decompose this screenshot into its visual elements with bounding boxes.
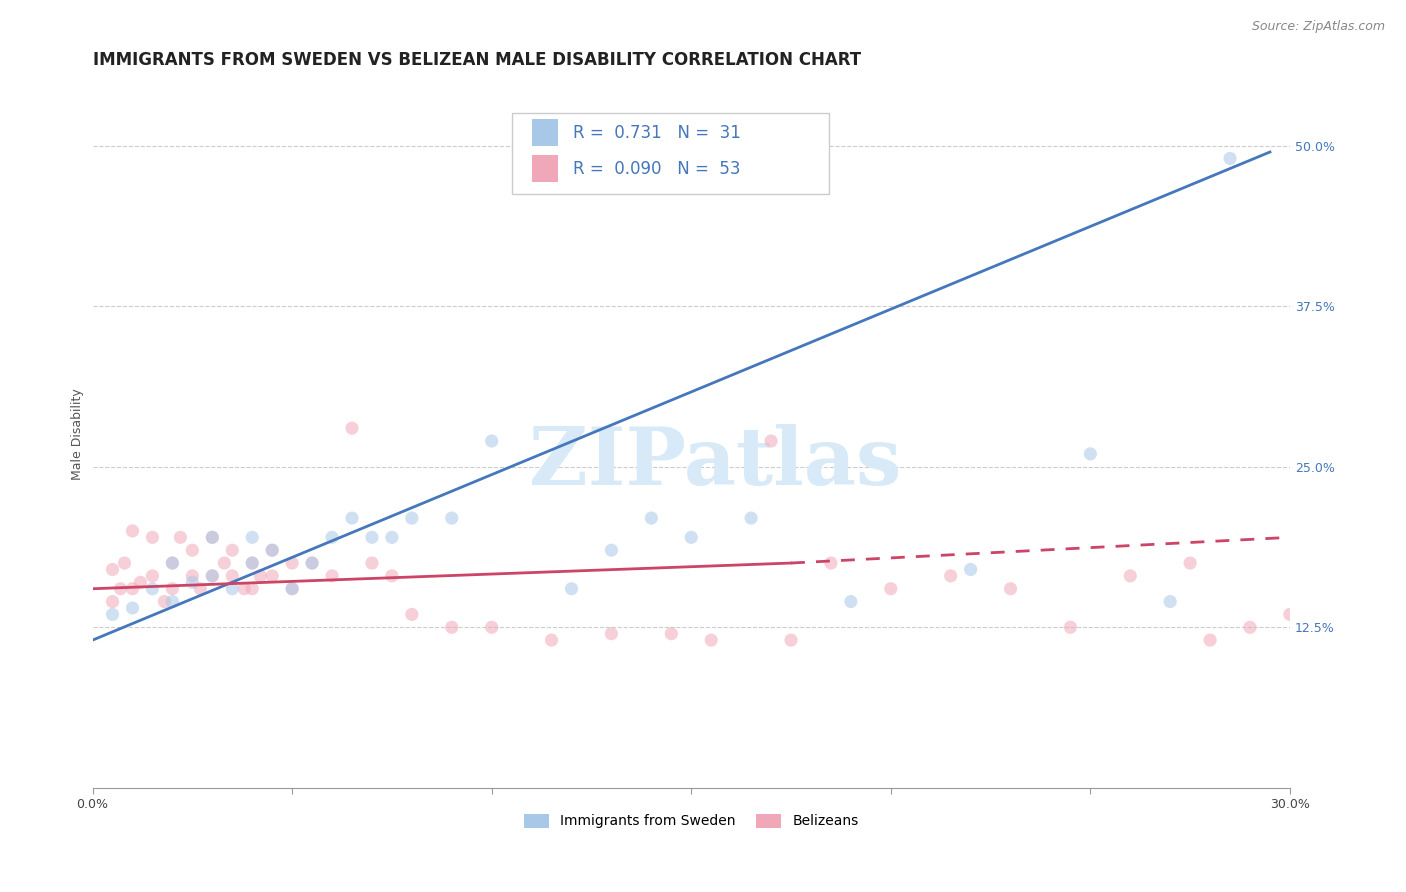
Point bbox=[481, 620, 503, 634]
Point bbox=[600, 626, 623, 640]
Point bbox=[162, 556, 184, 570]
Point bbox=[1119, 569, 1142, 583]
Point bbox=[361, 530, 384, 544]
Point bbox=[939, 569, 962, 583]
Point bbox=[249, 569, 271, 583]
Point bbox=[759, 434, 782, 448]
Point bbox=[401, 607, 423, 622]
Legend: Immigrants from Sweden, Belizeans: Immigrants from Sweden, Belizeans bbox=[519, 808, 865, 834]
Point bbox=[540, 633, 562, 648]
Point bbox=[820, 556, 842, 570]
Point bbox=[121, 601, 143, 615]
Point bbox=[1219, 152, 1241, 166]
Point bbox=[262, 569, 284, 583]
Point bbox=[1059, 620, 1081, 634]
Point bbox=[153, 594, 176, 608]
Point bbox=[141, 530, 163, 544]
Point bbox=[262, 543, 284, 558]
Point bbox=[121, 524, 143, 538]
Point bbox=[1239, 620, 1261, 634]
Point bbox=[262, 543, 284, 558]
Point bbox=[201, 530, 224, 544]
Point bbox=[240, 530, 263, 544]
Point bbox=[640, 511, 662, 525]
Point bbox=[201, 569, 224, 583]
Point bbox=[700, 633, 723, 648]
Point bbox=[162, 582, 184, 596]
Point bbox=[780, 633, 803, 648]
Text: R =  0.731   N =  31: R = 0.731 N = 31 bbox=[572, 124, 741, 142]
Point bbox=[361, 556, 384, 570]
Point bbox=[839, 594, 862, 608]
Point bbox=[162, 556, 184, 570]
Point bbox=[1078, 447, 1101, 461]
Point bbox=[141, 569, 163, 583]
Point bbox=[240, 582, 263, 596]
Point bbox=[281, 582, 304, 596]
Point bbox=[221, 569, 243, 583]
FancyBboxPatch shape bbox=[531, 120, 558, 146]
Point bbox=[959, 562, 981, 576]
Y-axis label: Male Disability: Male Disability bbox=[72, 389, 84, 481]
Text: R =  0.090   N =  53: R = 0.090 N = 53 bbox=[572, 160, 740, 178]
Point bbox=[240, 556, 263, 570]
Point bbox=[1278, 607, 1301, 622]
Point bbox=[221, 582, 243, 596]
Point bbox=[301, 556, 323, 570]
Text: IMMIGRANTS FROM SWEDEN VS BELIZEAN MALE DISABILITY CORRELATION CHART: IMMIGRANTS FROM SWEDEN VS BELIZEAN MALE … bbox=[93, 51, 860, 69]
Point bbox=[481, 434, 503, 448]
Point bbox=[321, 530, 343, 544]
Point bbox=[162, 594, 184, 608]
Point bbox=[214, 556, 236, 570]
Point bbox=[240, 556, 263, 570]
Point bbox=[188, 582, 211, 596]
Text: Source: ZipAtlas.com: Source: ZipAtlas.com bbox=[1251, 20, 1385, 33]
Point bbox=[281, 582, 304, 596]
Point bbox=[321, 569, 343, 583]
Point bbox=[440, 620, 463, 634]
Point bbox=[101, 607, 124, 622]
Point bbox=[141, 582, 163, 596]
Point bbox=[114, 556, 136, 570]
Point bbox=[181, 543, 204, 558]
Point bbox=[233, 582, 256, 596]
Point bbox=[401, 511, 423, 525]
Point bbox=[169, 530, 191, 544]
Point bbox=[1178, 556, 1201, 570]
Point bbox=[221, 543, 243, 558]
FancyBboxPatch shape bbox=[531, 155, 558, 182]
Point bbox=[381, 530, 404, 544]
Point bbox=[101, 562, 124, 576]
Point bbox=[740, 511, 762, 525]
Point bbox=[1159, 594, 1181, 608]
Point bbox=[201, 569, 224, 583]
Point bbox=[1000, 582, 1022, 596]
Point bbox=[340, 421, 363, 435]
FancyBboxPatch shape bbox=[512, 113, 830, 194]
Point bbox=[880, 582, 903, 596]
Point bbox=[381, 569, 404, 583]
Point bbox=[121, 582, 143, 596]
Point bbox=[1199, 633, 1222, 648]
Point bbox=[659, 626, 682, 640]
Point bbox=[101, 594, 124, 608]
Point bbox=[281, 556, 304, 570]
Point bbox=[340, 511, 363, 525]
Point bbox=[440, 511, 463, 525]
Point bbox=[129, 575, 152, 590]
Point bbox=[181, 569, 204, 583]
Text: ZIPatlas: ZIPatlas bbox=[529, 424, 901, 502]
Point bbox=[681, 530, 703, 544]
Point bbox=[110, 582, 132, 596]
Point bbox=[560, 582, 582, 596]
Point bbox=[600, 543, 623, 558]
Point bbox=[201, 530, 224, 544]
Point bbox=[181, 575, 204, 590]
Point bbox=[301, 556, 323, 570]
